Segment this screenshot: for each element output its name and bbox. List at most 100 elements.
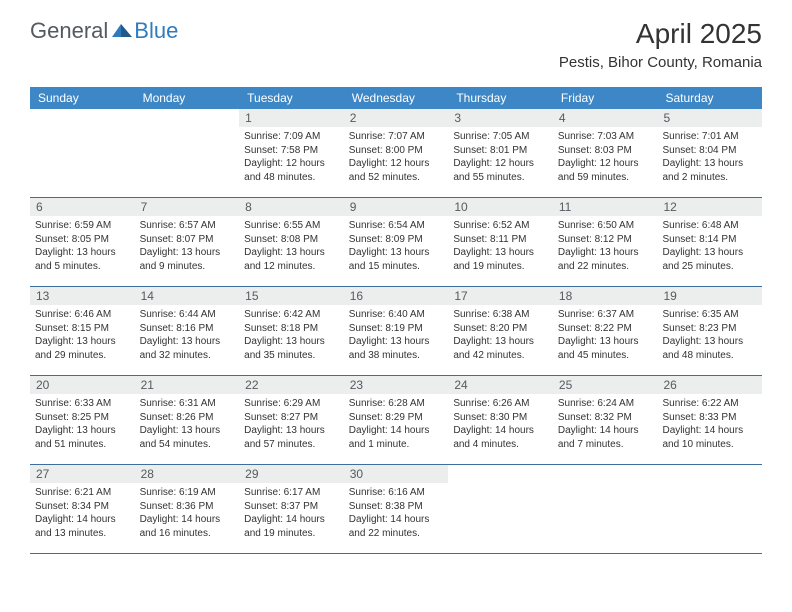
- day-cell: 18Sunrise: 6:37 AMSunset: 8:22 PMDayligh…: [553, 287, 658, 375]
- week-row: 20Sunrise: 6:33 AMSunset: 8:25 PMDayligh…: [30, 376, 762, 465]
- day-line-sr: Sunrise: 6:50 AM: [558, 219, 653, 233]
- day-line-ss: Sunset: 7:58 PM: [244, 144, 339, 158]
- day-cell: 2Sunrise: 7:07 AMSunset: 8:00 PMDaylight…: [344, 109, 449, 197]
- day-number: 24: [448, 376, 553, 394]
- dow-wednesday: Wednesday: [344, 87, 449, 109]
- empty-day-cell: [135, 109, 240, 197]
- day-line-ss: Sunset: 8:29 PM: [349, 411, 444, 425]
- title-block: April 2025 Pestis, Bihor County, Romania: [559, 18, 762, 71]
- day-line-d2: and 16 minutes.: [140, 527, 235, 541]
- day-line-d1: Daylight: 13 hours: [244, 424, 339, 438]
- day-line-d2: and 19 minutes.: [244, 527, 339, 541]
- day-body: Sunrise: 7:03 AMSunset: 8:03 PMDaylight:…: [553, 127, 658, 187]
- day-line-sr: Sunrise: 6:57 AM: [140, 219, 235, 233]
- day-line-ss: Sunset: 8:22 PM: [558, 322, 653, 336]
- day-number: 7: [135, 198, 240, 216]
- day-line-d1: Daylight: 12 hours: [558, 157, 653, 171]
- week-row: 13Sunrise: 6:46 AMSunset: 8:15 PMDayligh…: [30, 287, 762, 376]
- day-line-ss: Sunset: 8:19 PM: [349, 322, 444, 336]
- day-body: Sunrise: 6:35 AMSunset: 8:23 PMDaylight:…: [657, 305, 762, 365]
- day-line-sr: Sunrise: 6:24 AM: [558, 397, 653, 411]
- day-cell: 30Sunrise: 6:16 AMSunset: 8:38 PMDayligh…: [344, 465, 449, 553]
- day-line-d1: Daylight: 13 hours: [558, 246, 653, 260]
- day-line-d2: and 4 minutes.: [453, 438, 548, 452]
- day-line-sr: Sunrise: 6:31 AM: [140, 397, 235, 411]
- day-line-d2: and 7 minutes.: [558, 438, 653, 452]
- day-number: 9: [344, 198, 449, 216]
- day-line-ss: Sunset: 8:20 PM: [453, 322, 548, 336]
- day-body: Sunrise: 6:16 AMSunset: 8:38 PMDaylight:…: [344, 483, 449, 543]
- day-line-sr: Sunrise: 6:19 AM: [140, 486, 235, 500]
- day-number: 14: [135, 287, 240, 305]
- day-number: 19: [657, 287, 762, 305]
- day-cell: 3Sunrise: 7:05 AMSunset: 8:01 PMDaylight…: [448, 109, 553, 197]
- day-cell: 6Sunrise: 6:59 AMSunset: 8:05 PMDaylight…: [30, 198, 135, 286]
- day-number: 20: [30, 376, 135, 394]
- day-line-ss: Sunset: 8:09 PM: [349, 233, 444, 247]
- day-cell: 1Sunrise: 7:09 AMSunset: 7:58 PMDaylight…: [239, 109, 344, 197]
- day-cell: 19Sunrise: 6:35 AMSunset: 8:23 PMDayligh…: [657, 287, 762, 375]
- day-line-ss: Sunset: 8:38 PM: [349, 500, 444, 514]
- day-cell: 25Sunrise: 6:24 AMSunset: 8:32 PMDayligh…: [553, 376, 658, 464]
- page-title: April 2025: [559, 18, 762, 50]
- day-line-d1: Daylight: 12 hours: [244, 157, 339, 171]
- day-line-ss: Sunset: 8:11 PM: [453, 233, 548, 247]
- day-body: Sunrise: 6:21 AMSunset: 8:34 PMDaylight:…: [30, 483, 135, 543]
- day-line-sr: Sunrise: 7:03 AM: [558, 130, 653, 144]
- day-cell: 9Sunrise: 6:54 AMSunset: 8:09 PMDaylight…: [344, 198, 449, 286]
- day-cell: 10Sunrise: 6:52 AMSunset: 8:11 PMDayligh…: [448, 198, 553, 286]
- day-body: Sunrise: 6:22 AMSunset: 8:33 PMDaylight:…: [657, 394, 762, 454]
- day-line-d1: Daylight: 12 hours: [453, 157, 548, 171]
- day-number: 12: [657, 198, 762, 216]
- day-line-ss: Sunset: 8:32 PM: [558, 411, 653, 425]
- empty-day-cell: [448, 465, 553, 553]
- day-line-ss: Sunset: 8:25 PM: [35, 411, 130, 425]
- day-line-d2: and 22 minutes.: [558, 260, 653, 274]
- day-cell: 20Sunrise: 6:33 AMSunset: 8:25 PMDayligh…: [30, 376, 135, 464]
- day-line-sr: Sunrise: 6:40 AM: [349, 308, 444, 322]
- day-number: 17: [448, 287, 553, 305]
- day-line-d2: and 38 minutes.: [349, 349, 444, 363]
- day-line-d2: and 10 minutes.: [662, 438, 757, 452]
- dow-thursday: Thursday: [448, 87, 553, 109]
- day-line-d1: Daylight: 14 hours: [244, 513, 339, 527]
- day-line-d1: Daylight: 14 hours: [662, 424, 757, 438]
- day-line-d1: Daylight: 13 hours: [35, 335, 130, 349]
- day-line-d2: and 51 minutes.: [35, 438, 130, 452]
- day-number: 26: [657, 376, 762, 394]
- calendar: Sunday Monday Tuesday Wednesday Thursday…: [30, 87, 762, 554]
- day-line-d1: Daylight: 13 hours: [662, 246, 757, 260]
- day-cell: 16 Sunrise: 6:40 AMSunset: 8:19 PMDayligh…: [344, 287, 449, 375]
- day-number: 11: [553, 198, 658, 216]
- logo-text-general: General: [30, 18, 108, 44]
- day-line-d2: and 22 minutes.: [349, 527, 444, 541]
- day-body: Sunrise: 6:26 AMSunset: 8:30 PMDaylight:…: [448, 394, 553, 454]
- day-body: Sunrise: 7:01 AMSunset: 8:04 PMDaylight:…: [657, 127, 762, 187]
- day-line-d1: Daylight: 13 hours: [349, 335, 444, 349]
- day-line-sr: Sunrise: 6:48 AM: [662, 219, 757, 233]
- day-line-d2: and 55 minutes.: [453, 171, 548, 185]
- day-body: Sunrise: 6:59 AMSunset: 8:05 PMDaylight:…: [30, 216, 135, 276]
- day-line-d1: Daylight: 14 hours: [558, 424, 653, 438]
- day-line-sr: Sunrise: 7:09 AM: [244, 130, 339, 144]
- week-row: 1Sunrise: 7:09 AMSunset: 7:58 PMDaylight…: [30, 109, 762, 198]
- day-line-sr: Sunrise: 7:01 AM: [662, 130, 757, 144]
- logo: General Blue: [30, 18, 178, 44]
- day-line-d1: Daylight: 14 hours: [349, 424, 444, 438]
- day-cell: 24Sunrise: 6:26 AMSunset: 8:30 PMDayligh…: [448, 376, 553, 464]
- day-body: Sunrise: 6:57 AMSunset: 8:07 PMDaylight:…: [135, 216, 240, 276]
- day-line-ss: Sunset: 8:00 PM: [349, 144, 444, 158]
- day-cell: 17Sunrise: 6:38 AMSunset: 8:20 PMDayligh…: [448, 287, 553, 375]
- day-line-d1: Daylight: 13 hours: [140, 246, 235, 260]
- day-line-d1: Daylight: 13 hours: [662, 157, 757, 171]
- day-line-d2: and 42 minutes.: [453, 349, 548, 363]
- empty-day-cell: [553, 465, 658, 553]
- day-line-d1: Daylight: 13 hours: [558, 335, 653, 349]
- empty-day-cell: [30, 109, 135, 197]
- day-of-week-row: Sunday Monday Tuesday Wednesday Thursday…: [30, 87, 762, 109]
- day-cell: 11Sunrise: 6:50 AMSunset: 8:12 PMDayligh…: [553, 198, 658, 286]
- day-line-sr: Sunrise: 6:29 AM: [244, 397, 339, 411]
- day-line-d2: and 2 minutes.: [662, 171, 757, 185]
- day-cell: 22Sunrise: 6:29 AMSunset: 8:27 PMDayligh…: [239, 376, 344, 464]
- day-number: 16: [344, 287, 449, 305]
